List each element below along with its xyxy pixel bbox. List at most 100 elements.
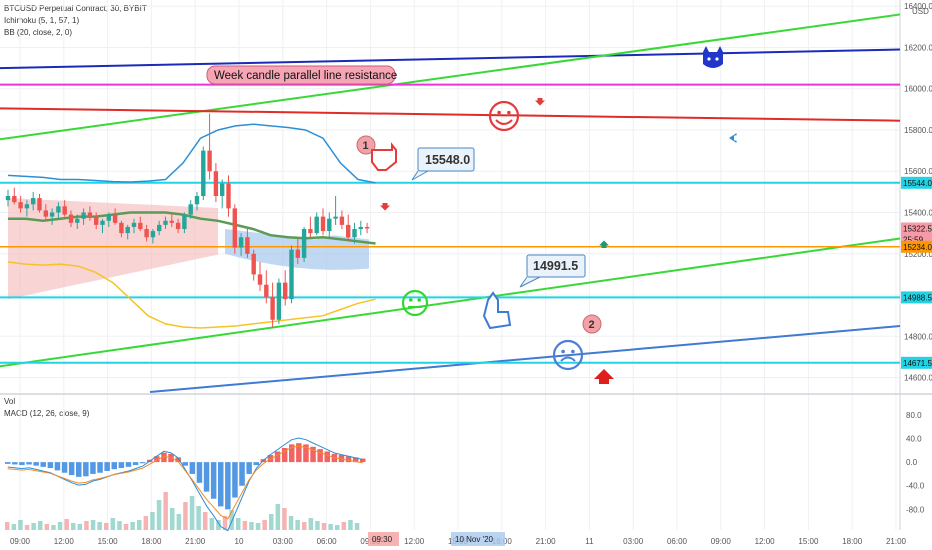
volume-bar xyxy=(203,512,208,530)
candle xyxy=(188,204,193,215)
ichimoku-cloud-area xyxy=(8,198,218,300)
macd-histogram-bar xyxy=(68,462,75,476)
time-tick-label: 21:00 xyxy=(886,537,907,546)
price-tag-box xyxy=(901,222,932,235)
macd-panel xyxy=(5,437,366,532)
volume-bar xyxy=(150,512,155,530)
macd-histogram-bar xyxy=(54,462,61,471)
price-tag-box xyxy=(901,176,932,189)
macd-histogram-bar xyxy=(196,462,203,483)
macd-tick-label: 40.0 xyxy=(906,435,922,444)
candle xyxy=(314,216,319,234)
ichimoku-legend[interactable]: Ichimoku (5, 1, 57, 1) xyxy=(4,16,80,25)
volume-bar xyxy=(335,525,340,530)
volume-bar xyxy=(51,525,56,530)
volume-bar xyxy=(249,522,254,530)
time-tick-label: 18:00 xyxy=(842,537,863,546)
volume-bar xyxy=(189,496,195,530)
macd-legend[interactable]: MACD (12, 26, close, 9) xyxy=(4,409,90,418)
price-tag-label: 15322.5 xyxy=(903,224,932,233)
price-tag-box xyxy=(901,240,932,253)
macd-histogram-bar xyxy=(76,462,82,477)
volume-bar xyxy=(308,518,314,530)
candle xyxy=(358,226,363,230)
volume-bar xyxy=(71,523,76,530)
candle xyxy=(49,212,55,217)
candle xyxy=(320,216,326,232)
bb-legend[interactable]: BB (20, close, 2, 0) xyxy=(4,28,73,37)
trendlines xyxy=(0,13,901,393)
time-tick-label: 18:00 xyxy=(141,537,162,546)
candle xyxy=(106,214,111,221)
candle xyxy=(87,212,93,217)
macd-histogram-bar xyxy=(225,462,231,510)
time-highlight-label: 09:30 xyxy=(372,535,393,544)
hand-pointer-up-icon xyxy=(482,291,512,330)
candles xyxy=(5,113,370,329)
callout-pointer xyxy=(411,170,429,181)
volume-bar xyxy=(84,521,89,530)
volume-bar xyxy=(31,523,36,530)
candle xyxy=(257,274,263,285)
time-tick-label: 10 xyxy=(235,537,244,546)
macd-histogram-bar xyxy=(360,458,366,463)
smiley-neutral-icon-eye xyxy=(417,298,422,302)
candle xyxy=(175,222,181,230)
macd-histogram-bar xyxy=(303,444,309,463)
volume-bar xyxy=(170,508,175,530)
candle xyxy=(251,253,256,275)
volume-bar xyxy=(97,522,102,530)
time-tick-label: 11 xyxy=(585,537,594,546)
callout-pointer xyxy=(519,276,541,288)
macd-histogram-bar xyxy=(19,462,25,466)
macd-histogram-bar xyxy=(125,462,132,467)
candle xyxy=(169,220,174,223)
time-tick-label: 09:00 xyxy=(711,537,732,546)
trendline-red xyxy=(0,107,901,122)
macd-histogram-bar xyxy=(83,462,89,477)
smiley-sad-icon-eye xyxy=(571,349,575,354)
candle xyxy=(270,297,275,320)
badge-2-circle xyxy=(582,314,602,334)
chart-title: BTCUSD Perpetual Contract, 30, BYBIT xyxy=(4,4,147,13)
candle xyxy=(75,218,80,223)
time-tick-label: 12:00 xyxy=(755,537,776,546)
volume-bar xyxy=(348,520,353,530)
volume-bar xyxy=(123,524,129,530)
time-tick-label: 03:00 xyxy=(273,537,294,546)
candle xyxy=(364,226,370,229)
volume-bar xyxy=(90,520,96,530)
macd-histogram-bar xyxy=(281,447,288,463)
price-tick-label: 16000.0 xyxy=(904,85,932,94)
candle xyxy=(182,214,187,230)
badge-2-text: 2 xyxy=(589,319,595,331)
macd-histogram-bar xyxy=(239,462,245,486)
vol-legend[interactable]: Vol xyxy=(4,397,16,406)
macd-histogram-bar xyxy=(132,462,139,466)
volume-bar xyxy=(18,520,23,530)
macd-axis: 80.0 40.0 0.0 -40.0 -80.0 xyxy=(906,411,925,514)
grid xyxy=(0,0,932,530)
arrow-down-icon xyxy=(535,98,545,106)
volume-bar xyxy=(269,514,274,530)
callout-14991-text: 14991.5 xyxy=(533,259,578,273)
macd-histogram-bar xyxy=(253,462,259,466)
candle xyxy=(56,206,61,213)
currency-label: USD xyxy=(912,7,929,16)
macd-histogram-bar xyxy=(97,462,103,473)
volume-bar xyxy=(295,520,300,530)
candle xyxy=(12,196,17,203)
macd-histogram-bar xyxy=(90,462,96,474)
macd-histogram-bar xyxy=(33,462,39,466)
macd-tick-label: 0.0 xyxy=(906,458,918,467)
badge-1-text: 1 xyxy=(363,140,369,152)
volume-bar xyxy=(38,521,43,530)
volume-bar xyxy=(236,518,241,530)
macd-histogram-bar xyxy=(161,452,167,463)
macd-histogram-bar xyxy=(5,462,11,464)
macd-histogram-bar xyxy=(289,444,295,463)
candle xyxy=(24,204,30,209)
smiley-sad-icon-eye xyxy=(561,349,565,354)
